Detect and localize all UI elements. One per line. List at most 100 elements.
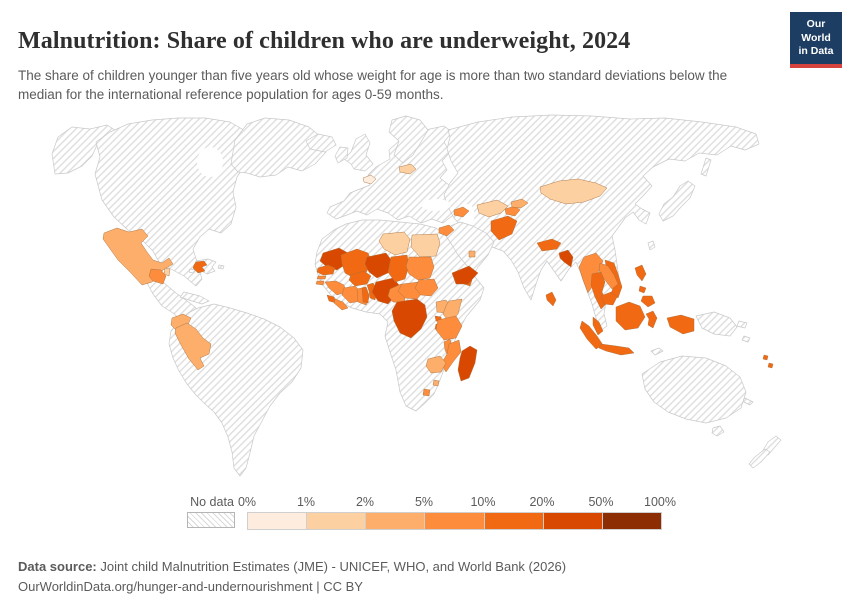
legend-tick-label: 5%: [414, 495, 434, 509]
country-tanzania[interactable]: [435, 315, 463, 341]
country-togo[interactable]: [361, 286, 370, 304]
landmass-europe-nodata[interactable]: [326, 125, 467, 224]
country-bangladesh[interactable]: [558, 249, 574, 268]
country-gambia[interactable]: [316, 275, 327, 280]
country-yemen[interactable]: [451, 265, 479, 285]
landmass-jamaica-nodata[interactable]: [188, 268, 196, 274]
country-egypt[interactable]: [410, 233, 441, 258]
country-madagascar[interactable]: [457, 345, 478, 382]
country-liberia[interactable]: [333, 298, 349, 311]
legend-tick-label: 2%: [355, 495, 375, 509]
country-mauritania[interactable]: [319, 247, 349, 271]
landmass-greenland-nodata[interactable]: [230, 117, 327, 178]
black-sea: [421, 199, 451, 211]
landmass-sakhalin-nodata[interactable]: [700, 157, 712, 177]
world-map-svg: [51, 114, 782, 477]
country-philippines-mindanao[interactable]: [640, 295, 656, 308]
landmass-tasmania-nodata[interactable]: [711, 425, 725, 437]
hudson-bay: [197, 147, 223, 177]
legend-bin-1-2%[interactable]: [307, 513, 367, 529]
legend-no-data-swatch[interactable]: [187, 512, 235, 528]
landmass-cuba-nodata[interactable]: [179, 291, 210, 305]
footer-source-line: Data source: Joint child Malnutrition Es…: [18, 559, 566, 574]
country-vanuatu-1[interactable]: [762, 354, 769, 361]
country-afghanistan[interactable]: [490, 215, 518, 241]
country-lithuania[interactable]: [398, 163, 417, 175]
country-uzbekistan[interactable]: [476, 199, 509, 218]
landmass-timor-nodata[interactable]: [650, 347, 664, 356]
data-countries: [102, 163, 774, 397]
country-indonesia-sulawesi[interactable]: [645, 310, 658, 329]
country-nepal[interactable]: [536, 238, 562, 252]
country-haiti[interactable]: [192, 260, 208, 274]
country-lesotho[interactable]: [422, 388, 431, 397]
country-guinea-bissau[interactable]: [315, 280, 325, 286]
landmass-solomon-islands-nodata[interactable]: [741, 335, 751, 343]
legend-bin-50-100%[interactable]: [602, 513, 661, 529]
country-philippines-visayas[interactable]: [638, 285, 647, 294]
country-sudan[interactable]: [405, 256, 435, 281]
legend-bin-10-20%[interactable]: [484, 513, 544, 529]
legend-no-data-label: No data: [190, 495, 234, 509]
legend-bin-20-50%[interactable]: [543, 513, 603, 529]
legend-ticks: 0% 1% 2% 5% 10% 20% 50% 100%: [238, 495, 676, 510]
country-peru[interactable]: [174, 322, 212, 371]
country-mongolia[interactable]: [539, 178, 608, 205]
country-indonesia-borneo[interactable]: [615, 301, 646, 331]
legend-tick-label: 10%: [470, 495, 496, 509]
country-belize[interactable]: [163, 267, 171, 277]
landmass-puerto-rico-nodata[interactable]: [217, 264, 225, 270]
landmass-taiwan-nodata[interactable]: [647, 240, 656, 251]
country-indonesia-west-papua[interactable]: [666, 314, 695, 335]
owid-logo-line1: Our World: [801, 18, 831, 44]
country-kuwait[interactable]: [468, 250, 476, 258]
country-burkina-faso[interactable]: [348, 270, 372, 287]
landmass-papua-new-guinea-nodata[interactable]: [695, 311, 738, 337]
country-indonesia-java[interactable]: [598, 343, 635, 356]
landmass-scandinavia-nodata[interactable]: [388, 115, 429, 164]
landmass-iceland-nodata[interactable]: [305, 133, 337, 153]
country-syria[interactable]: [438, 224, 455, 237]
owid-logo[interactable]: Our World in Data: [790, 12, 842, 68]
legend-tick-label: 100%: [644, 495, 676, 509]
country-vanuatu-2[interactable]: [767, 362, 774, 369]
country-senegal[interactable]: [316, 264, 336, 276]
world-choropleth-map: [0, 112, 850, 484]
data-source-text[interactable]: Joint child Malnutrition Estimates (JME)…: [100, 559, 567, 574]
legend-tick-label: 50%: [588, 495, 614, 509]
country-malaysia-peninsula[interactable]: [592, 316, 604, 336]
legend-bin-5-10%[interactable]: [425, 513, 485, 529]
chart-subtitle: The share of children younger than five …: [18, 67, 728, 102]
data-source-label: Data source:: [18, 559, 97, 574]
page-title: Malnutrition: Share of children who are …: [18, 28, 631, 55]
country-south-sudan[interactable]: [414, 278, 439, 297]
country-kyrgyzstan[interactable]: [510, 198, 529, 209]
landmass-ireland-nodata[interactable]: [334, 146, 349, 164]
legend-color-bar: [247, 512, 662, 530]
landmass-japan-nodata[interactable]: [658, 180, 696, 222]
owid-logo-line2: in Data: [798, 45, 834, 58]
legend-tick-label: 1%: [296, 495, 316, 509]
landmass-new-zealand-south-nodata[interactable]: [748, 448, 771, 469]
country-zimbabwe[interactable]: [425, 355, 447, 374]
country-dr-congo[interactable]: [391, 298, 428, 339]
country-mozambique[interactable]: [440, 339, 462, 373]
country-belgium[interactable]: [362, 174, 377, 185]
legend-bin-0-1%[interactable]: [248, 513, 308, 529]
country-niger[interactable]: [364, 252, 393, 279]
landmass-new-britain-nodata[interactable]: [736, 320, 748, 329]
country-eswatini[interactable]: [432, 379, 440, 387]
legend-tick-label: 20%: [529, 495, 555, 509]
landmass-uk-nodata[interactable]: [343, 133, 374, 172]
country-libya[interactable]: [378, 231, 411, 256]
country-cambodia[interactable]: [600, 291, 618, 306]
landmass-australia-nodata[interactable]: [641, 355, 747, 424]
country-guatemala[interactable]: [148, 268, 167, 285]
country-azerbaijan[interactable]: [453, 206, 470, 218]
legend-bin-2-5%[interactable]: [366, 513, 426, 529]
country-chad[interactable]: [387, 254, 410, 283]
country-sri-lanka[interactable]: [545, 291, 557, 307]
country-philippines-luzon[interactable]: [634, 264, 647, 282]
footer-note-line[interactable]: OurWorldinData.org/hunger-and-undernouri…: [18, 579, 363, 594]
